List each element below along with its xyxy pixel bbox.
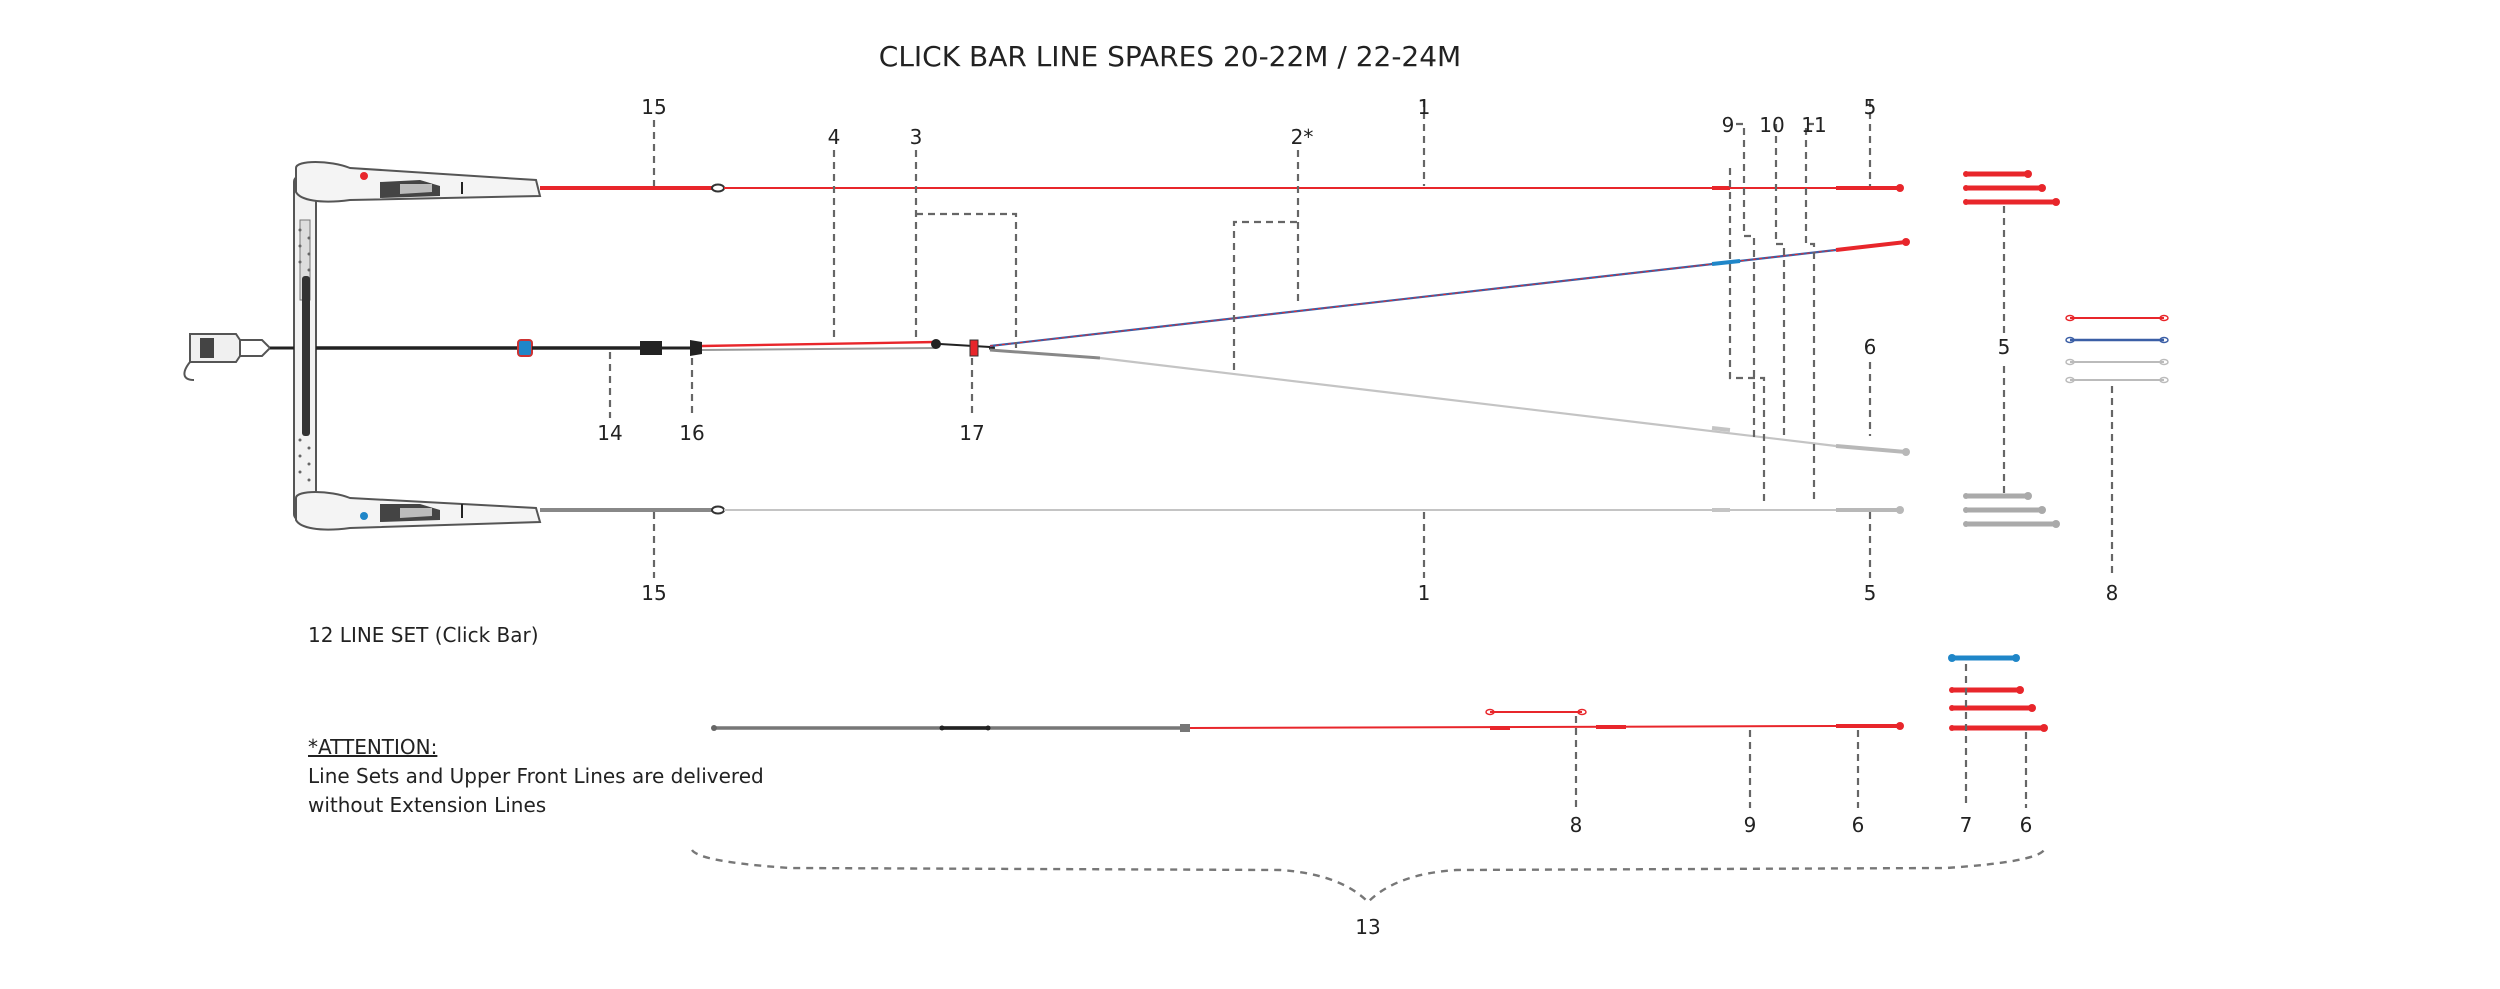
back-line-grey — [989, 348, 1910, 456]
callout-7: 7 — [1960, 813, 1973, 837]
callout-10: 10 — [1759, 113, 1784, 137]
callout-6-bottom-left: 6 — [1852, 813, 1865, 837]
front-line-red — [540, 183, 1904, 193]
callout-3: 3 — [910, 125, 923, 149]
pigtails-grey — [1963, 492, 2060, 528]
pigtails-red — [1963, 170, 2060, 206]
callout-8-top: 8 — [2106, 581, 2119, 605]
line-set-assembly — [711, 708, 1904, 732]
callout-6-mid: 6 — [1864, 335, 1877, 359]
attention-note: *ATTENTION: Line Sets and Upper Front Li… — [308, 733, 764, 820]
attention-heading: *ATTENTION: — [308, 735, 438, 759]
back-line-red — [989, 238, 1910, 348]
callout-17: 17 — [959, 421, 984, 445]
callout-9-top: 9 — [1722, 113, 1735, 137]
callout-labels: 15 4 3 2* 1 9 10 11 5 6 5 14 16 17 15 1 … — [597, 95, 2118, 939]
line-set-label: 12 LINE SET (Click Bar) — [308, 623, 539, 647]
callout-16: 16 — [679, 421, 704, 445]
callout-4: 4 — [828, 125, 841, 149]
callout-5-top: 5 — [1864, 95, 1877, 119]
callout-9-bottom: 9 — [1744, 813, 1757, 837]
control-bar — [183, 161, 542, 531]
callout-2: 2* — [1291, 125, 1314, 149]
lower-pigtails — [1948, 654, 2048, 732]
center-depower-line — [316, 339, 995, 357]
callout-13: 13 — [1355, 915, 1380, 939]
callout-1-top: 1 — [1418, 95, 1431, 119]
line-set-brace — [691, 849, 2045, 904]
callout-5-mid: 5 — [1998, 335, 2011, 359]
callout-5-bottom: 5 — [1864, 581, 1877, 605]
extension-lines — [2065, 314, 2169, 384]
callout-15-bottom: 15 — [641, 581, 666, 605]
callout-1-bottom: 1 — [1418, 581, 1431, 605]
leader-lines — [608, 100, 2114, 808]
attention-line-1: Line Sets and Upper Front Lines are deli… — [308, 764, 764, 788]
attention-line-2: without Extension Lines — [308, 793, 547, 817]
callout-6-bottom-right: 6 — [2020, 813, 2033, 837]
callout-11: 11 — [1801, 113, 1826, 137]
front-line-grey — [540, 505, 1904, 515]
callout-14: 14 — [597, 421, 622, 445]
diagram-title: CLICK BAR LINE SPARES 20-22M / 22-24M — [879, 40, 1461, 73]
callout-15-top: 15 — [641, 95, 666, 119]
callout-8-bottom: 8 — [1570, 813, 1583, 837]
